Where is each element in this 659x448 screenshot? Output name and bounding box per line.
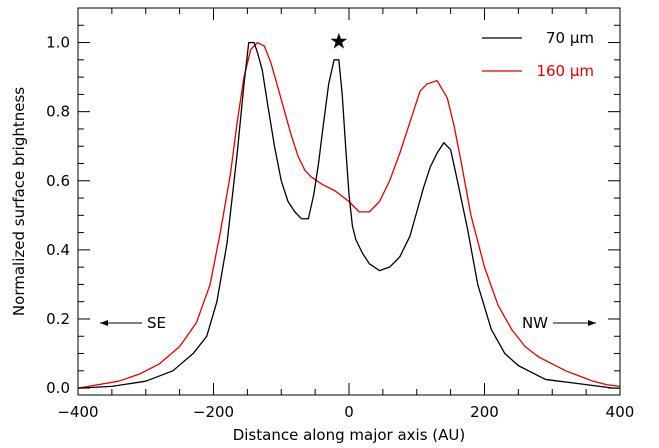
y-tick-label: 0.8: [46, 103, 70, 121]
series-group: [77, 41, 621, 389]
x-axis-title: Distance along major axis (AU): [233, 426, 466, 444]
y-tick-label: 0.6: [46, 172, 70, 190]
se-arrow-head: [100, 320, 108, 326]
x-tick-label: −400: [57, 403, 98, 421]
nw-arrow-head: [588, 320, 596, 326]
y-axis-title: Normalized surface brightness: [10, 87, 28, 316]
y-tick-label: 1.0: [46, 34, 70, 52]
se-direction-label: SE: [147, 314, 166, 332]
star-annotation: ★: [329, 29, 349, 54]
legend: 70 μm 160 μm: [482, 29, 594, 80]
x-tick-label: −200: [193, 403, 234, 421]
axes: −400 −200 0 200 400 0.0 0.2 0.4 0.6 0.8 1.0: [46, 7, 635, 421]
x-tick-label: 200: [470, 403, 499, 421]
x-tick-label: 400: [606, 403, 635, 421]
series-line-160um: [77, 41, 621, 389]
annotations: ★ SE NW: [100, 29, 596, 332]
y-tick-label: 0.4: [46, 241, 70, 259]
legend-label-70um: 70 μm: [546, 29, 594, 47]
nw-direction-label: NW: [522, 314, 548, 332]
y-tick-label: 0.0: [46, 379, 70, 397]
series-line-70um: [77, 41, 620, 389]
legend-label-160um: 160 μm: [536, 62, 594, 80]
y-tick-label: 0.2: [46, 310, 70, 328]
x-tick-label: 0: [344, 403, 354, 421]
